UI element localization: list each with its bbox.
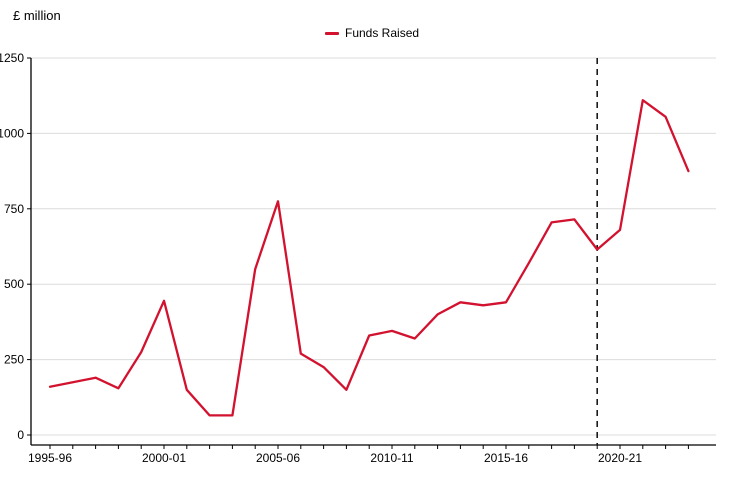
x-tick-label: 2010-11 — [370, 451, 413, 465]
chart-title: £ million — [13, 8, 61, 23]
x-tick-label: 1995-96 — [28, 451, 72, 465]
chart-legend: Funds Raised — [325, 26, 419, 40]
x-tick-label: 2015-16 — [484, 451, 528, 465]
y-tick-label: 1250 — [0, 51, 24, 65]
x-tick-label: 2020-21 — [598, 451, 642, 465]
x-tick-label: 2000-01 — [142, 451, 186, 465]
legend-label: Funds Raised — [345, 26, 420, 40]
y-tick-label: 0 — [17, 428, 24, 442]
funds-raised-line — [48, 99, 690, 417]
y-tick-label: 1000 — [0, 126, 24, 140]
y-tick-label: 750 — [4, 202, 24, 216]
x-tick-label: 2005-06 — [256, 451, 300, 465]
legend-line-marker-icon — [325, 31, 339, 35]
y-tick-label: 500 — [4, 277, 24, 291]
y-tick-label: 250 — [4, 353, 24, 367]
